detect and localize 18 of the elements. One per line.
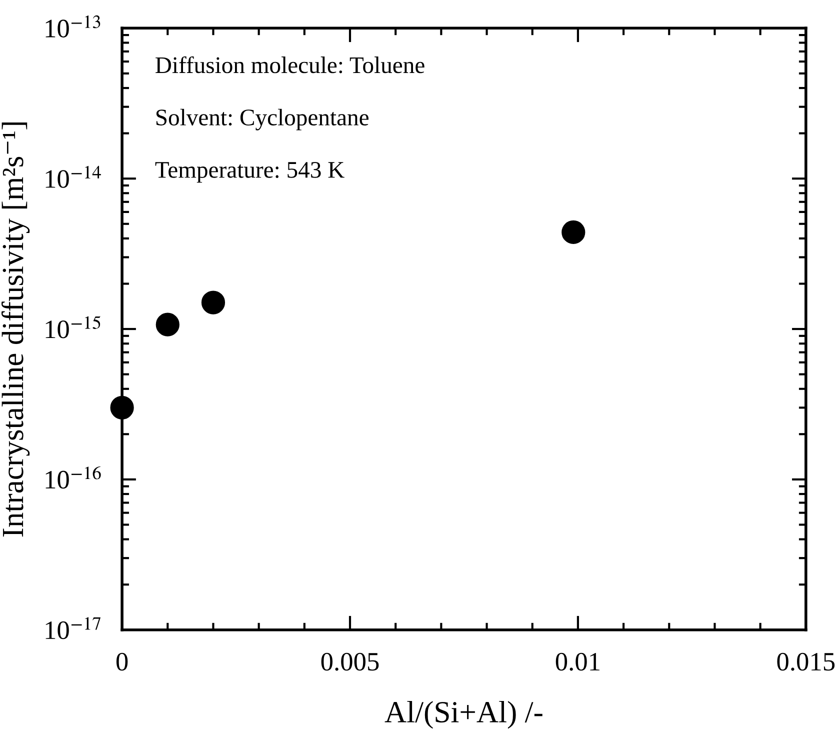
y-axis-title: Intracrystalline diffusivity [m²s⁻¹] [2, 122, 30, 537]
y-tick-label: 10$^{−14}$ [46, 166, 101, 188]
point [562, 220, 586, 244]
x-axis-title: Al/(Si+Al) /- [384, 701, 542, 729]
x-tick-label: 0.005 [321, 652, 379, 671]
point [110, 396, 134, 420]
x-tick-label: 0.015 [777, 652, 835, 671]
annotation: Solvent: Cyclopentane [156, 108, 368, 130]
y-tick-label: 10$^{−17}$ [46, 617, 100, 640]
y-tick-label: 10$^{−16}$ [46, 466, 101, 489]
point [156, 312, 180, 336]
x-tick-label: 0 [116, 652, 128, 671]
y-tick-label: 10$^{−13}$ [46, 15, 100, 38]
point [201, 290, 226, 314]
annotation: Diffusion molecule: Toluene [156, 56, 424, 74]
x-tick-label: 0.01 [556, 652, 600, 671]
annotation: Temperature: 543 K [155, 162, 344, 183]
y-tick-label: 10$^{−15}$ [46, 316, 100, 338]
